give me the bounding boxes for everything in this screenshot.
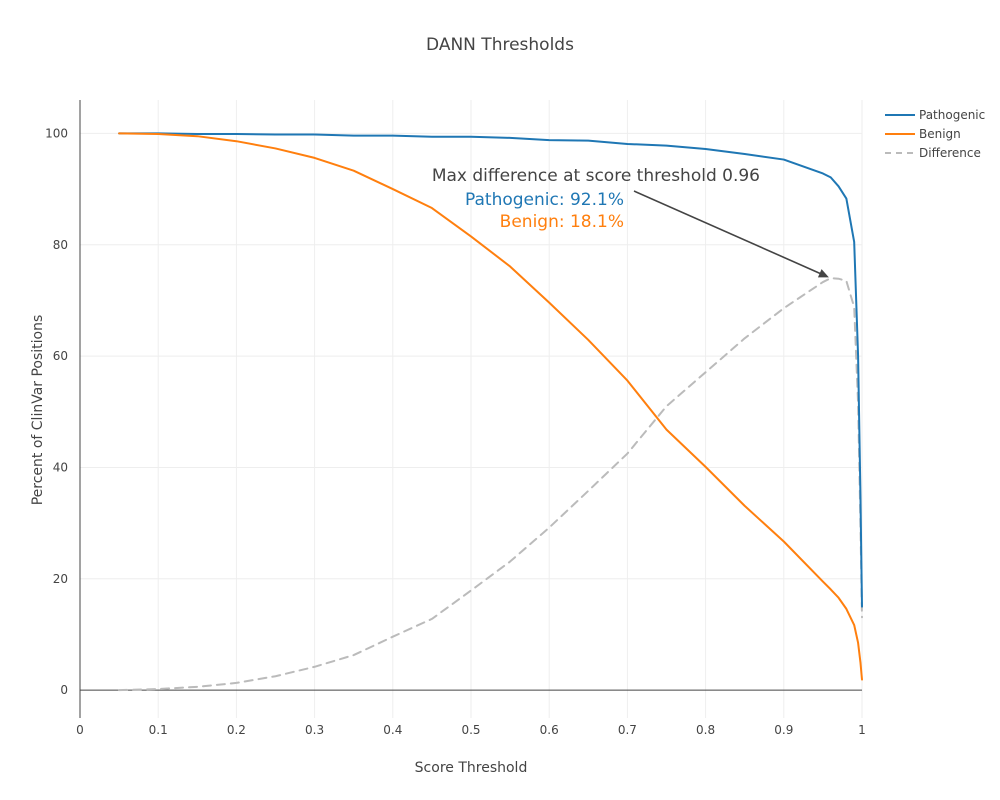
x-tick-label: 0.1 [149, 723, 168, 737]
annotation-arrowhead [817, 269, 829, 278]
annotation-layer: Max difference at score threshold 0.96 P… [432, 166, 829, 278]
y-axis-title: Percent of ClinVar Positions [30, 315, 46, 506]
annotation-title: Max difference at score threshold 0.96 [432, 166, 760, 186]
y-tick-label: 0 [60, 683, 68, 697]
x-tick-label: 0.4 [383, 723, 402, 737]
axes-layer: 0 0.1 0.2 0.3 0.4 0.5 0.6 0.7 0.8 0.9 1 0 20 40 60 80 10… [45, 100, 866, 737]
series-line-difference [118, 277, 863, 692]
legend: Pathogenic Benign Difference [885, 108, 985, 160]
annotation-arrow [633, 190, 822, 275]
chart-title: DANN Thresholds [426, 35, 574, 55]
y-tick-label: 20 [53, 572, 68, 586]
x-tick-label: 0.7 [618, 723, 637, 737]
y-tick-label: 100 [45, 126, 68, 140]
x-tick-label: 0.6 [540, 723, 559, 737]
legend-label-difference[interactable]: Difference [919, 146, 981, 160]
y-tick-label: 60 [53, 349, 68, 363]
legend-label-pathogenic[interactable]: Pathogenic [919, 108, 985, 122]
x-tick-label: 0 [76, 723, 84, 737]
x-tick-label: 0.5 [461, 723, 480, 737]
annotation-benign: Benign: 18.1% [500, 212, 624, 232]
series-line-benign [118, 132, 863, 681]
series-layer [118, 132, 863, 692]
x-tick-label: 0.9 [774, 723, 793, 737]
x-tick-label: 0.2 [227, 723, 246, 737]
y-tick-label: 40 [53, 460, 68, 474]
x-tick-label: 1 [858, 723, 866, 737]
y-tick-label: 80 [53, 238, 68, 252]
series-line-pathogenic [118, 132, 863, 608]
x-tick-label: 0.8 [696, 723, 715, 737]
legend-label-benign[interactable]: Benign [919, 127, 961, 141]
x-tick-label: 0.3 [305, 723, 324, 737]
annotation-pathogenic: Pathogenic: 92.1% [465, 190, 624, 210]
x-axis-title: Score Threshold [415, 760, 528, 776]
grid-layer [80, 100, 863, 718]
